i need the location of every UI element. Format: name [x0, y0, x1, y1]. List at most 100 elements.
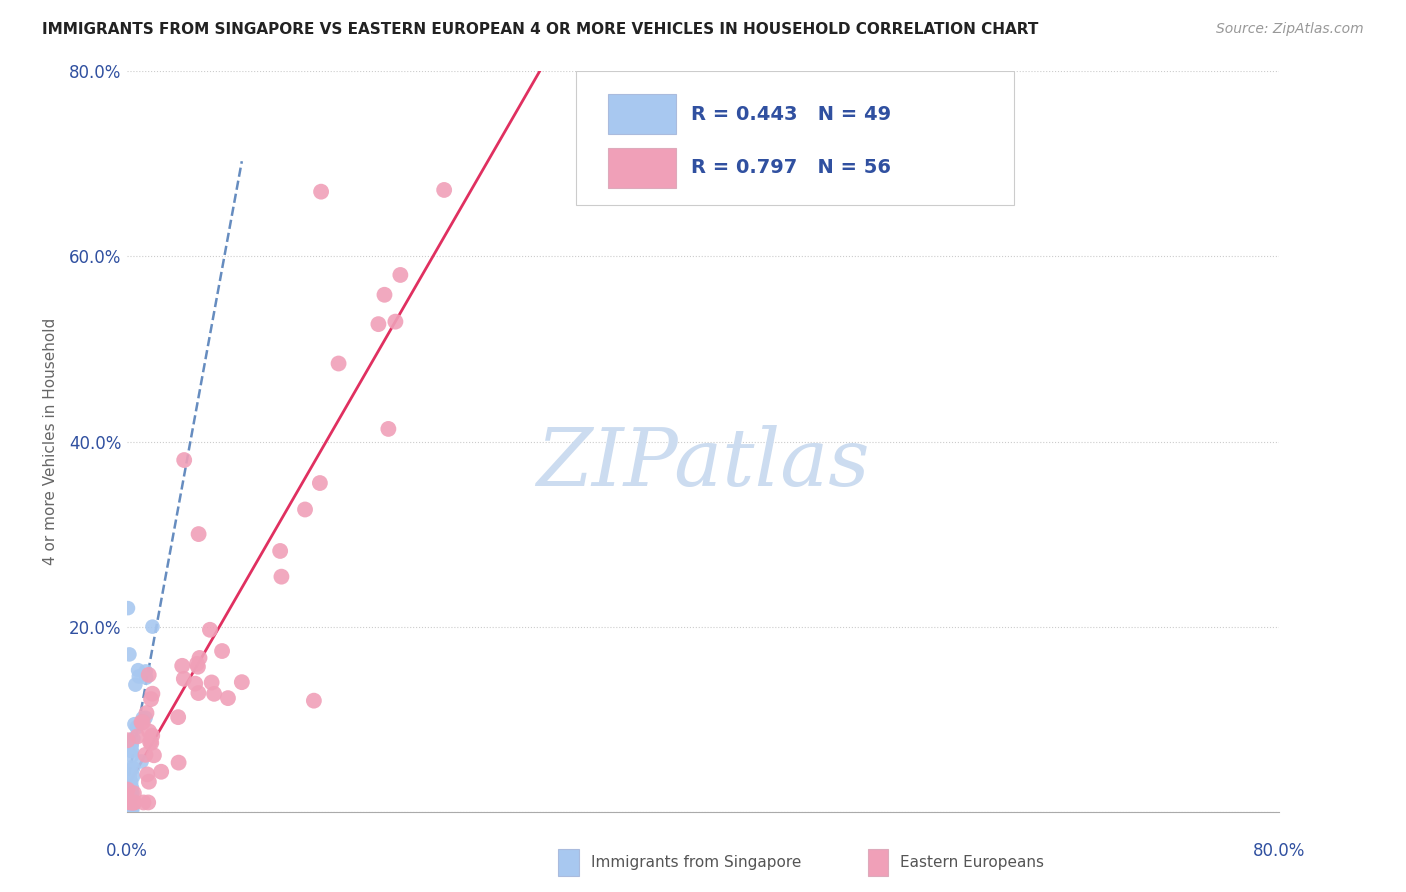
Point	[433, 183, 456, 197]
Point	[117, 601, 139, 615]
Point	[184, 676, 207, 690]
Point	[367, 317, 389, 331]
Point	[117, 793, 139, 807]
Point	[121, 796, 143, 810]
Point	[384, 315, 406, 329]
Point	[121, 738, 143, 752]
Point	[131, 715, 153, 730]
FancyBboxPatch shape	[576, 71, 1014, 204]
Point	[134, 747, 156, 762]
Point	[139, 735, 162, 749]
Point	[120, 739, 142, 754]
Point	[125, 720, 148, 734]
Point	[120, 775, 142, 789]
Point	[118, 648, 141, 662]
Point	[122, 761, 145, 775]
Point	[389, 268, 412, 282]
Y-axis label: 4 or more Vehicles in Household: 4 or more Vehicles in Household	[44, 318, 58, 566]
Point	[132, 796, 155, 810]
Point	[117, 801, 139, 815]
Point	[198, 623, 221, 637]
Point	[141, 619, 163, 633]
Point	[135, 671, 157, 685]
Point	[309, 476, 332, 491]
Point	[121, 780, 143, 795]
Point	[121, 748, 143, 763]
Point	[120, 789, 142, 803]
Point	[269, 544, 291, 558]
Point	[217, 691, 239, 706]
Point	[120, 785, 142, 799]
Point	[138, 668, 160, 682]
Point	[118, 790, 141, 805]
Point	[141, 736, 163, 750]
Point	[201, 675, 224, 690]
Point	[118, 769, 141, 783]
Point	[141, 729, 163, 743]
Point	[127, 730, 149, 744]
Point	[139, 692, 162, 706]
Point	[135, 665, 157, 679]
Point	[141, 687, 163, 701]
Point	[231, 675, 253, 690]
Point	[136, 796, 159, 810]
Point	[121, 744, 143, 758]
Point	[120, 792, 142, 806]
Point	[124, 717, 146, 731]
Point	[187, 686, 209, 700]
Point	[115, 782, 138, 797]
Point	[187, 659, 209, 673]
Point	[118, 796, 141, 810]
Text: ZIPatlas: ZIPatlas	[536, 425, 870, 502]
Point	[187, 527, 209, 541]
FancyBboxPatch shape	[609, 147, 676, 187]
Point	[120, 764, 142, 778]
Point	[172, 658, 194, 673]
Point	[121, 802, 143, 816]
Point	[150, 764, 173, 779]
Text: Immigrants from Singapore: Immigrants from Singapore	[591, 855, 801, 870]
Point	[167, 710, 190, 724]
Point	[122, 769, 145, 783]
Point	[115, 771, 138, 785]
Text: 0.0%: 0.0%	[105, 842, 148, 860]
Point	[377, 422, 399, 436]
Point	[167, 756, 190, 770]
Text: R = 0.443   N = 49: R = 0.443 N = 49	[692, 104, 891, 124]
Point	[120, 760, 142, 774]
Point	[136, 767, 159, 781]
Point	[122, 796, 145, 810]
Point	[124, 678, 146, 692]
Point	[121, 786, 143, 800]
Point	[124, 796, 146, 810]
Text: R = 0.797   N = 56: R = 0.797 N = 56	[692, 158, 891, 178]
Point	[373, 287, 395, 301]
FancyBboxPatch shape	[609, 95, 676, 135]
Point	[142, 748, 165, 763]
Text: Source: ZipAtlas.com: Source: ZipAtlas.com	[1216, 22, 1364, 37]
Point	[127, 663, 149, 677]
Point	[120, 790, 142, 805]
Point	[132, 715, 155, 730]
Point	[328, 357, 350, 371]
Point	[120, 743, 142, 757]
Point	[135, 711, 157, 725]
Point	[270, 569, 292, 583]
Point	[202, 687, 225, 701]
Point	[122, 786, 145, 800]
Point	[131, 755, 153, 769]
Point	[117, 782, 139, 797]
Point	[138, 724, 160, 739]
Point	[121, 803, 143, 817]
Point	[294, 502, 316, 516]
Point	[138, 774, 160, 789]
Point	[135, 706, 157, 720]
Point	[121, 735, 143, 749]
Point	[186, 657, 208, 671]
Point	[118, 764, 141, 778]
Point	[128, 669, 150, 683]
Point	[118, 803, 141, 817]
Point	[211, 644, 233, 658]
Point	[302, 694, 325, 708]
Point	[120, 789, 142, 804]
